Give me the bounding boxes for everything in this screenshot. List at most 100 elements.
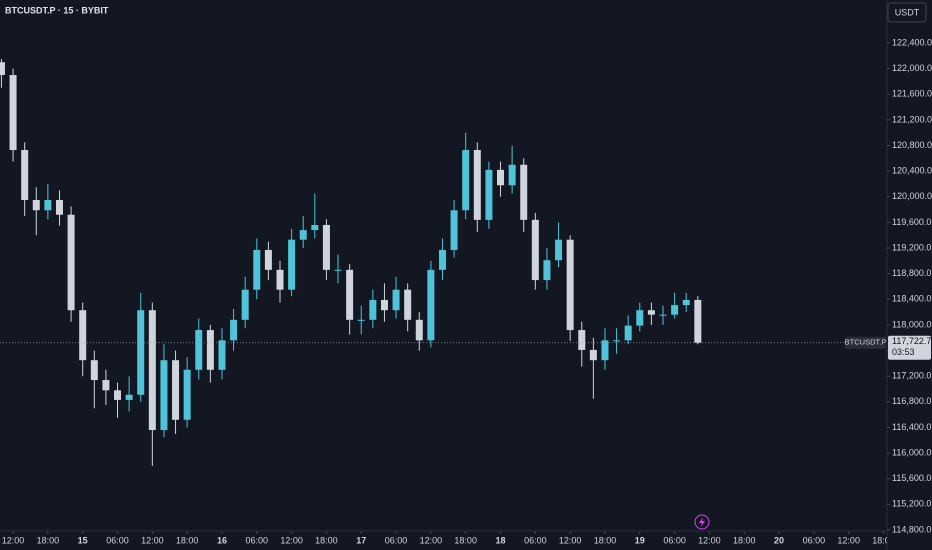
x-tick-label: 18:00 [733, 535, 756, 545]
candle-body [427, 269, 435, 341]
candle-body [346, 269, 354, 320]
candle-body [531, 219, 539, 281]
candle-body [589, 349, 597, 361]
y-tick-label: 116,400.0 [892, 422, 931, 432]
x-tick-label: 18 [496, 535, 506, 545]
candle-body [125, 394, 133, 400]
candle-body [230, 319, 238, 341]
x-tick-label: 12:00 [698, 535, 721, 545]
candle-body [462, 150, 470, 211]
y-tick-label: 118,400.0 [892, 294, 931, 304]
y-tick-label: 117,200.0 [892, 371, 931, 381]
currency-button[interactable] [887, 2, 927, 23]
price-tag [888, 335, 931, 360]
candle-body [578, 330, 586, 350]
candle-body [438, 249, 446, 270]
candle-body [694, 299, 702, 343]
y-tick-label: 116,800.0 [892, 396, 931, 406]
symbol-tag [845, 336, 886, 349]
candle-body [218, 340, 226, 370]
x-tick-label: 20 [774, 535, 784, 545]
x-tick-label: 12:00 [837, 535, 860, 545]
x-axis-labels: 12:00 18:00 15 06:00 12:00 18:00 16 06:00 12:00 1… [2, 531, 895, 545]
x-tick-label: 12:00 [2, 535, 25, 545]
candle-body [334, 269, 342, 271]
candle-body [253, 249, 261, 290]
candle-body [9, 75, 17, 151]
candle-body [102, 380, 110, 391]
candle-body [659, 314, 667, 316]
y-tick-label: 114,800.0 [892, 524, 931, 534]
x-tick-label: 18:00 [315, 535, 338, 545]
candle-body [601, 340, 609, 361]
alert-icon[interactable] [694, 514, 710, 530]
candle-body [183, 369, 191, 420]
candle-body [555, 239, 563, 261]
candle-body [613, 340, 621, 342]
x-tick-label: 12:00 [420, 535, 443, 545]
candle-body [508, 164, 516, 186]
x-tick-label: 18:00 [594, 535, 617, 545]
candle-body [450, 210, 458, 250]
candle-body [415, 319, 423, 341]
candle-body [264, 249, 272, 270]
y-tick-label: 120,000.0 [892, 191, 932, 201]
y-tick-label: 118,800.0 [892, 268, 931, 278]
candle-body [172, 360, 180, 420]
candle-body [404, 289, 412, 320]
x-tick-label: 06:00 [246, 535, 269, 545]
alert-circle[interactable] [694, 514, 710, 530]
y-tick-label: 115,200.0 [892, 499, 931, 509]
x-tick-label: 18:00 [176, 535, 199, 545]
symbol-label: BTCUSDT.P [845, 338, 887, 347]
countdown-label: 03:53 [892, 347, 915, 357]
candle-body [543, 260, 551, 281]
candle-body [485, 169, 493, 220]
candle-body [671, 305, 679, 315]
currency-label[interactable]: USDT [895, 7, 920, 17]
x-tick-label: 18:00 [872, 535, 895, 545]
y-tick-label: 120,400.0 [892, 166, 932, 176]
candle-body [636, 310, 644, 326]
candle-body [473, 150, 481, 220]
y-tick-label: 118,000.0 [892, 319, 931, 329]
candle-body [288, 239, 296, 290]
candle-body [67, 214, 75, 311]
candle-body [114, 390, 122, 400]
candle-body [44, 199, 52, 211]
x-tick-label: 17 [356, 535, 366, 545]
candles [0, 59, 702, 466]
alert-bolt[interactable] [699, 517, 705, 527]
candle-body [55, 199, 63, 215]
x-tick-label: 18:00 [454, 535, 477, 545]
y-tick-label: 122,000.0 [892, 63, 932, 73]
candle-body [276, 269, 284, 290]
candle-body [566, 239, 574, 331]
candle-body [21, 150, 29, 200]
y-tick-label: 119,200.0 [892, 242, 931, 252]
candle-body [32, 199, 40, 211]
candle-body [90, 360, 98, 381]
price-label: 117,722.7 [892, 336, 931, 346]
candle-body [357, 319, 365, 321]
x-tick-label: 15 [78, 535, 88, 545]
candle-body [160, 360, 168, 431]
x-tick-label: 16 [217, 535, 227, 545]
y-tick-label: 115,600.0 [892, 473, 931, 483]
candle-body [299, 230, 307, 240]
x-tick-label: 18:00 [37, 535, 60, 545]
y-tick-label: 121,200.0 [892, 114, 932, 124]
y-tick-label: 121,600.0 [892, 89, 932, 99]
x-tick-label: 12:00 [559, 535, 582, 545]
candle-body [79, 310, 87, 361]
candle-body [195, 330, 203, 370]
candle-body [647, 310, 655, 315]
y-tick-label: 120,800.0 [892, 140, 932, 150]
candle-body [682, 299, 690, 306]
candle-body [206, 330, 214, 370]
y-tick-label: 119,600.0 [892, 217, 931, 227]
x-tick-label: 06:00 [106, 535, 129, 545]
chart-title: BTCUSDT.P · 15 · BYBIT [5, 5, 109, 15]
